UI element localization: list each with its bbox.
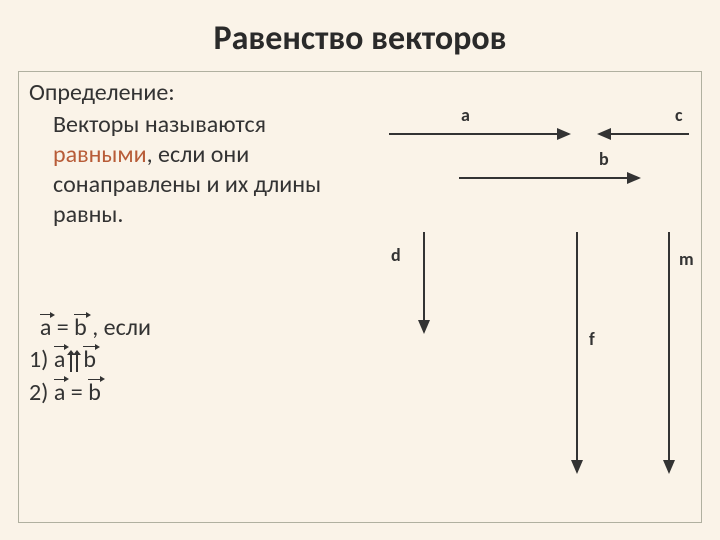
codirectional-icon: [65, 350, 83, 374]
diagram-svg: [349, 72, 703, 522]
vec-b-symbol: b: [74, 312, 87, 344]
cond1-prefix: 1): [29, 345, 54, 374]
definition-pre: Векторы называются: [53, 110, 266, 139]
cond1-b: b: [83, 344, 96, 376]
condition-2: 2) a = b: [29, 377, 151, 409]
cond2-b: b: [88, 377, 101, 409]
page-title: Равенство векторов: [0, 0, 720, 67]
condition-equality: a = b , если: [29, 312, 151, 344]
vector-label-m: m: [679, 248, 694, 270]
cond2-a: a: [54, 377, 66, 409]
vector-label-c: c: [675, 104, 683, 126]
content-box: Определение: Векторы называются равными,…: [18, 71, 702, 523]
definition-block: Определение: Векторы называются равными,…: [29, 78, 349, 230]
cond1-a: a: [54, 344, 66, 376]
condition-1: 1) ab: [29, 344, 151, 376]
conditions-block: a = b , если 1) ab 2) a = b: [29, 312, 151, 409]
vector-label-a: a: [461, 104, 470, 126]
definition-highlight: равными: [53, 140, 147, 169]
if-text: , если: [87, 313, 151, 342]
vector-label-d: d: [391, 244, 401, 266]
definition-body: Векторы называются равными, если они сон…: [29, 110, 349, 230]
vector-label-f: f: [589, 328, 595, 350]
vec-a-symbol: a: [40, 312, 52, 344]
cond2-prefix: 2): [29, 378, 54, 407]
definition-label: Определение:: [29, 78, 349, 108]
vector-label-b: b: [599, 148, 609, 170]
vector-diagram: a c b d f m: [349, 72, 703, 522]
